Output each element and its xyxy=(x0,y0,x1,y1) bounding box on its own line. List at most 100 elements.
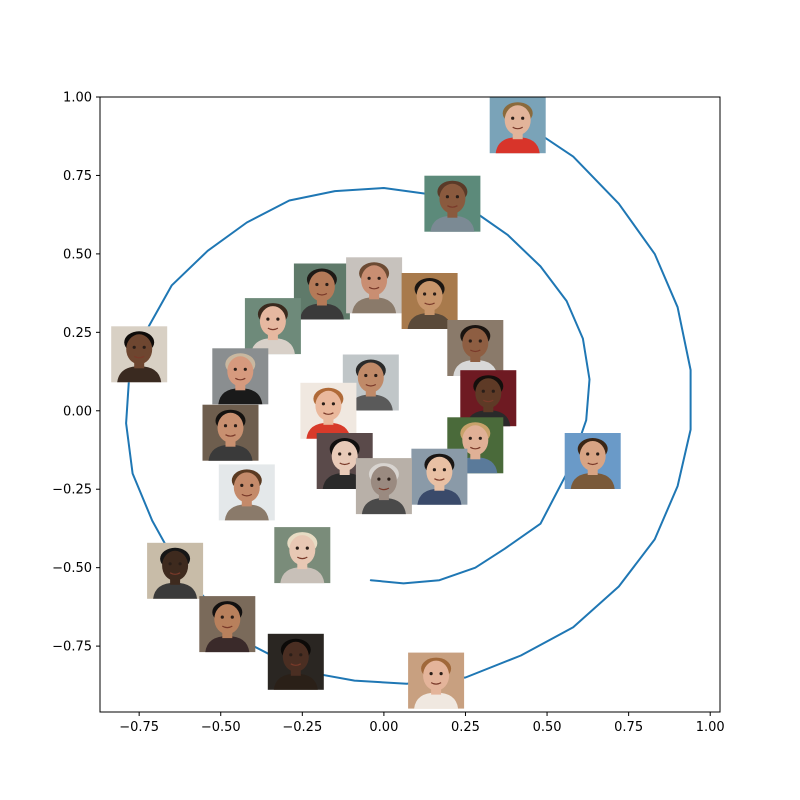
thumbnail-eye xyxy=(445,195,449,199)
face-thumbnail xyxy=(424,175,481,232)
thumbnail-eye xyxy=(442,468,446,472)
face-thumbnail xyxy=(316,433,373,489)
thumbnail-eye xyxy=(423,292,427,296)
x-tick-label: 0.25 xyxy=(451,720,480,735)
x-tick-label: 0.00 xyxy=(369,720,398,735)
face-thumbnail xyxy=(408,652,465,709)
thumbnail-face xyxy=(361,265,388,296)
x-tick-label: −0.25 xyxy=(282,720,322,735)
thumbnail-eye xyxy=(233,367,237,371)
thumbnail-eye xyxy=(481,389,485,393)
thumbnail-mouth xyxy=(296,556,308,560)
thumbnail-shoulders xyxy=(495,137,540,154)
x-tick-label: 1.00 xyxy=(696,720,725,735)
thumbnail-eye xyxy=(220,615,224,619)
thumbnail-eye xyxy=(377,477,381,481)
thumbnail-eye xyxy=(478,339,482,343)
thumbnail-eye xyxy=(233,424,238,428)
thumbnail-eye xyxy=(331,402,335,406)
thumbnail-mouth xyxy=(378,487,390,491)
thumbnail-eye xyxy=(521,116,525,120)
thumbnail-shoulders xyxy=(407,313,452,329)
thumbnail-mouth xyxy=(234,377,246,381)
thumbnail-mouth xyxy=(225,434,236,437)
face-thumbnail xyxy=(460,370,517,427)
thumbnail-eye xyxy=(468,339,472,343)
thumbnail-eye xyxy=(132,345,136,349)
thumbnail-eye xyxy=(295,546,299,550)
thumbnail-mouth xyxy=(587,462,599,466)
thumbnail-mouth xyxy=(133,355,145,359)
thumbnail-eye xyxy=(439,672,443,676)
thumbnail-eye xyxy=(299,653,303,657)
thumbnail-eye xyxy=(289,653,293,657)
thumbnail-face xyxy=(426,456,453,487)
thumbnail-face xyxy=(423,660,450,691)
thumbnail-eye xyxy=(321,402,325,406)
thumbnail-eye xyxy=(432,468,436,472)
thumbnail-eye xyxy=(377,276,381,280)
thumbnail-shoulders xyxy=(208,444,253,461)
face-thumbnail xyxy=(218,464,275,521)
thumbnail-eye xyxy=(511,116,515,120)
thumbnail-mouth xyxy=(512,126,524,130)
thumbnail-face xyxy=(416,281,443,311)
thumbnail-shoulders xyxy=(280,567,325,584)
face-thumbnail xyxy=(293,263,350,320)
thumbnail-shoulders xyxy=(352,297,397,314)
thumbnail-eye xyxy=(468,436,472,440)
thumbnail-mouth xyxy=(169,572,181,575)
thumbnail-shoulders xyxy=(361,498,406,515)
face-thumbnail xyxy=(267,633,324,690)
thumbnail-face xyxy=(331,441,358,471)
y-tick-label: 0.25 xyxy=(63,326,92,341)
face-thumbnail xyxy=(300,382,357,439)
thumbnail-face xyxy=(462,328,489,358)
thumbnail-mouth xyxy=(267,327,279,331)
x-tick-label: 0.50 xyxy=(533,720,562,735)
thumbnail-shoulders xyxy=(430,215,475,232)
thumbnail-shoulders xyxy=(205,636,250,653)
thumbnail-mouth xyxy=(469,349,481,353)
thumbnail-eye xyxy=(223,424,228,428)
y-tick-label: 0.50 xyxy=(63,247,92,262)
y-tick-label: −0.25 xyxy=(52,483,92,498)
face-thumbnail xyxy=(202,404,259,461)
thumbnail-face xyxy=(282,641,309,672)
thumbnail-eye xyxy=(250,483,254,487)
thumbnail-eye xyxy=(315,282,319,287)
thumbnail-shoulders xyxy=(417,488,462,505)
y-tick-label: 0.00 xyxy=(63,404,92,419)
thumbnail-face xyxy=(439,183,466,214)
thumbnail-eye xyxy=(364,373,368,378)
face-thumbnail xyxy=(111,326,168,383)
thumbnail-shoulders xyxy=(414,692,459,709)
face-thumbnail xyxy=(401,273,458,329)
thumbnail-face xyxy=(217,412,244,443)
thumbnail-eye xyxy=(374,373,378,378)
thumbnail-eye xyxy=(478,436,482,440)
thumbnail-shoulders xyxy=(273,673,318,690)
face-thumbnail xyxy=(564,433,621,489)
thumbnail-shoulders xyxy=(299,303,344,320)
thumbnail-face xyxy=(462,425,489,456)
thumbnail-eye xyxy=(586,452,590,456)
x-tick-label: 0.75 xyxy=(614,720,643,735)
thumbnail-mouth xyxy=(316,292,328,296)
y-tick-label: −0.50 xyxy=(52,561,92,576)
face-thumbnail xyxy=(212,348,269,405)
thumbnail-mouth xyxy=(290,663,302,666)
thumbnail-mouth xyxy=(430,682,442,685)
y-tick-label: 1.00 xyxy=(63,91,92,106)
thumbnail-eye xyxy=(243,367,247,371)
face-thumbnail xyxy=(447,320,504,376)
face-thumbnail xyxy=(346,257,403,314)
face-thumbnail xyxy=(411,448,468,505)
thumbnail-eye xyxy=(178,562,182,566)
thumbnail-shoulders xyxy=(322,473,367,489)
axes-frame xyxy=(99,96,721,713)
thumbnail-face xyxy=(315,390,342,421)
thumbnail-face xyxy=(308,271,335,302)
thumbnail-eye xyxy=(305,546,309,550)
